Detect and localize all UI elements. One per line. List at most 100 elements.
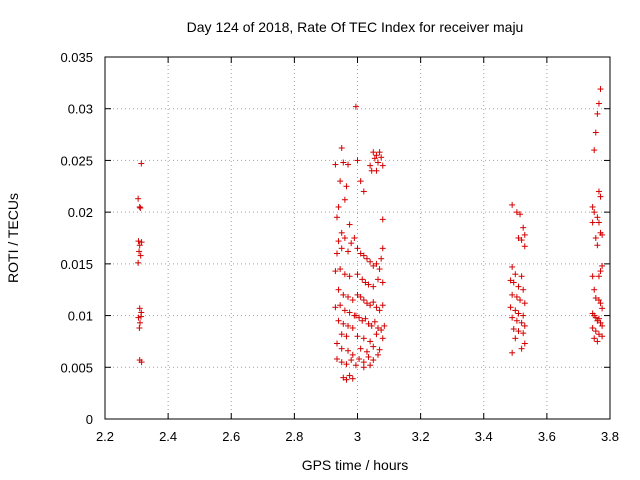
data-point	[518, 319, 525, 326]
data-point	[345, 293, 352, 300]
data-point	[376, 149, 383, 156]
data-point	[340, 291, 347, 298]
data-point	[599, 322, 606, 329]
data-point	[360, 297, 367, 304]
data-point	[589, 324, 596, 331]
x-tick-label: 2.8	[285, 429, 303, 444]
grid-lines	[105, 57, 610, 419]
data-point	[509, 263, 516, 270]
data-point	[360, 364, 367, 371]
data-point	[510, 279, 517, 286]
data-point	[360, 252, 367, 259]
data-point	[345, 248, 352, 255]
data-point	[507, 277, 514, 284]
data-point	[346, 309, 353, 316]
data-point	[335, 203, 342, 210]
data-point	[515, 310, 522, 317]
data-point	[370, 283, 377, 290]
data-point	[592, 328, 599, 335]
data-point	[591, 335, 598, 342]
data-point	[332, 304, 339, 311]
data-point	[352, 103, 359, 110]
data-point	[136, 324, 143, 331]
data-point	[360, 188, 367, 195]
data-point	[594, 242, 601, 249]
data-point	[338, 345, 345, 352]
data-point	[513, 317, 520, 324]
data-point	[354, 271, 361, 278]
data-point	[515, 283, 522, 290]
data-point	[337, 178, 344, 185]
data-point	[520, 312, 527, 319]
data-point	[332, 161, 339, 168]
x-tick-label: 2.2	[96, 429, 114, 444]
data-point	[337, 302, 344, 309]
data-point	[373, 304, 380, 311]
data-point	[359, 317, 366, 324]
tick-labels: 2.2 2.4 2.6 2.8 3 3.2 3.4 3.6 3.8 0 0.005 0.01 0.015…	[60, 50, 619, 444]
data-point	[370, 262, 377, 269]
data-point	[520, 330, 527, 337]
axis-ticks	[104, 56, 611, 420]
data-point	[375, 351, 382, 358]
data-point	[371, 318, 378, 325]
data-point	[520, 286, 527, 293]
data-point	[597, 319, 604, 326]
data-point	[592, 235, 599, 241]
data-point	[335, 317, 342, 324]
data-point	[343, 376, 350, 383]
data-point	[341, 271, 348, 278]
data-point	[595, 100, 602, 107]
data-point	[363, 348, 370, 355]
data-point	[376, 266, 383, 273]
data-point	[378, 327, 385, 334]
data-point	[136, 248, 143, 255]
data-point	[345, 161, 352, 168]
data-point	[348, 240, 355, 247]
data-point	[370, 357, 377, 364]
data-point	[136, 305, 143, 312]
data-point	[135, 238, 142, 245]
x-axis-label: GPS time / hours	[302, 457, 409, 473]
data-point	[365, 353, 372, 360]
data-point	[345, 322, 352, 329]
data-point	[367, 362, 374, 369]
data-point	[138, 239, 145, 246]
data-point	[599, 231, 606, 238]
data-point	[348, 357, 355, 364]
data-point	[595, 331, 602, 338]
data-point	[137, 313, 144, 320]
data-point	[338, 229, 345, 236]
data-point	[341, 235, 348, 241]
data-point	[357, 293, 364, 300]
data-point	[597, 86, 604, 93]
data-point	[362, 279, 369, 286]
data-point	[378, 255, 385, 262]
data-point	[518, 273, 525, 280]
y-tick-label: 0.02	[68, 205, 93, 220]
data-point	[521, 322, 528, 329]
data-point	[592, 314, 599, 321]
data-point	[340, 159, 347, 166]
data-point	[599, 333, 606, 340]
data-point	[357, 178, 364, 185]
data-point	[367, 338, 374, 345]
data-point	[343, 183, 350, 190]
data-point	[376, 307, 383, 314]
data-point	[338, 331, 345, 338]
data-point	[341, 307, 348, 314]
data-point	[359, 276, 366, 283]
data-point	[333, 250, 340, 257]
data-point	[375, 324, 382, 331]
data-point	[507, 304, 514, 311]
data-point	[367, 162, 374, 169]
data-point	[138, 359, 145, 366]
data-point	[135, 259, 142, 266]
data-point	[368, 167, 375, 174]
data-point	[379, 302, 386, 309]
data-point	[518, 345, 525, 352]
data-point	[338, 145, 345, 152]
data-point	[376, 346, 383, 353]
data-point	[599, 305, 606, 312]
data-point	[135, 314, 142, 321]
